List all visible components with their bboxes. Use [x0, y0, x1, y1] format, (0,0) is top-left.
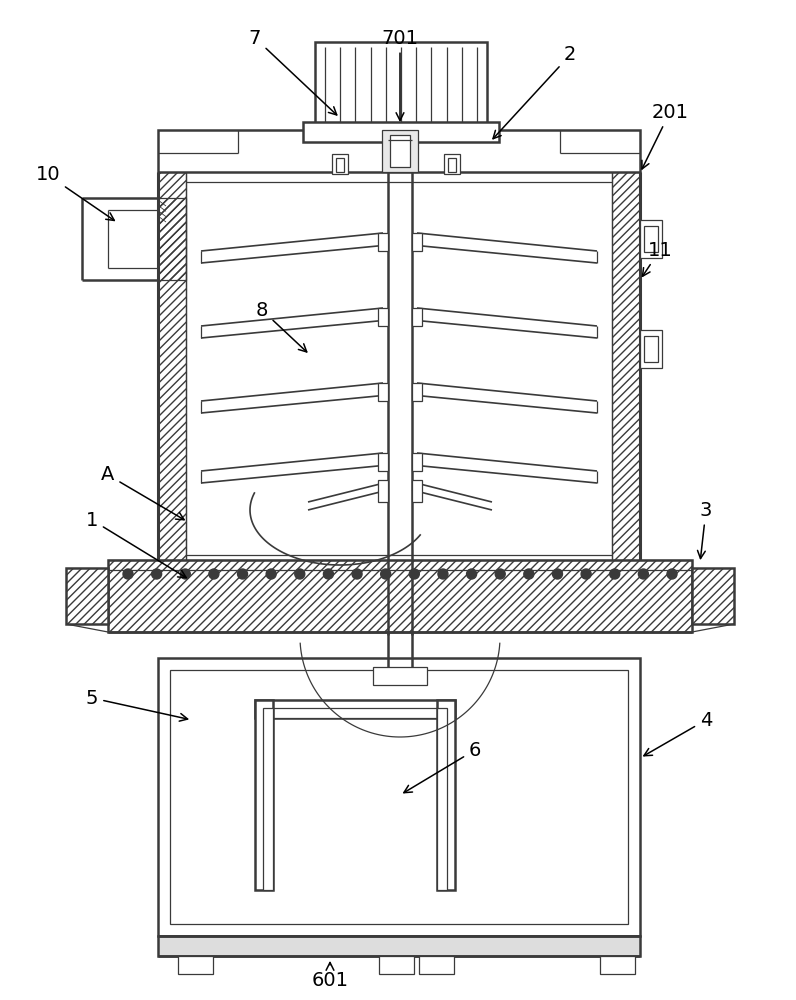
- Text: 7: 7: [249, 28, 337, 115]
- Text: 2: 2: [493, 45, 576, 139]
- Text: 4: 4: [644, 710, 712, 756]
- Bar: [332, 154, 348, 174]
- Bar: [158, 936, 640, 956]
- Text: 10: 10: [36, 165, 115, 220]
- Bar: [612, 172, 640, 565]
- Circle shape: [638, 569, 649, 579]
- Circle shape: [151, 569, 162, 579]
- Circle shape: [295, 569, 305, 579]
- Bar: [158, 198, 186, 280]
- Circle shape: [667, 569, 677, 579]
- Bar: [419, 956, 454, 974]
- Text: 3: 3: [697, 500, 712, 559]
- Bar: [378, 480, 388, 502]
- Circle shape: [610, 569, 620, 579]
- Circle shape: [438, 569, 448, 579]
- Circle shape: [237, 569, 248, 579]
- Bar: [263, 708, 273, 890]
- Circle shape: [352, 569, 362, 579]
- Circle shape: [380, 569, 391, 579]
- Text: A: A: [101, 466, 184, 520]
- Circle shape: [524, 569, 534, 579]
- Bar: [66, 568, 108, 624]
- Bar: [255, 700, 273, 890]
- Circle shape: [495, 569, 505, 579]
- Bar: [378, 233, 388, 251]
- Bar: [692, 568, 734, 624]
- Circle shape: [266, 569, 276, 579]
- Text: 8: 8: [256, 300, 306, 352]
- Bar: [412, 453, 422, 471]
- Text: 1: 1: [86, 510, 186, 578]
- Bar: [437, 708, 447, 890]
- Bar: [170, 670, 628, 924]
- Text: 11: 11: [642, 240, 673, 276]
- Bar: [382, 130, 418, 172]
- Bar: [412, 480, 422, 502]
- Bar: [108, 560, 692, 632]
- Text: 201: 201: [642, 103, 689, 169]
- Text: 5: 5: [86, 688, 188, 721]
- Bar: [444, 154, 460, 174]
- Bar: [158, 172, 186, 565]
- Bar: [303, 122, 499, 142]
- Bar: [378, 308, 388, 326]
- Bar: [448, 158, 456, 172]
- Bar: [437, 700, 455, 890]
- Circle shape: [409, 569, 419, 579]
- Bar: [640, 330, 662, 368]
- Circle shape: [323, 569, 334, 579]
- Text: 6: 6: [404, 740, 482, 793]
- Bar: [412, 308, 422, 326]
- Bar: [412, 383, 422, 401]
- Bar: [378, 453, 388, 471]
- Bar: [336, 158, 344, 172]
- Bar: [412, 233, 422, 251]
- Circle shape: [581, 569, 591, 579]
- Bar: [255, 700, 455, 718]
- Circle shape: [552, 569, 563, 579]
- Bar: [378, 383, 388, 401]
- Bar: [379, 956, 414, 974]
- Circle shape: [466, 569, 477, 579]
- Bar: [600, 956, 635, 974]
- Bar: [158, 130, 640, 172]
- Circle shape: [209, 569, 219, 579]
- Bar: [178, 956, 213, 974]
- Bar: [263, 708, 447, 718]
- Bar: [390, 135, 410, 167]
- Circle shape: [123, 569, 133, 579]
- Bar: [315, 42, 487, 127]
- Bar: [373, 667, 427, 685]
- Text: 601: 601: [311, 962, 349, 990]
- Circle shape: [180, 569, 190, 579]
- Bar: [644, 336, 658, 362]
- Bar: [644, 226, 658, 252]
- Text: 701: 701: [381, 28, 419, 121]
- Bar: [158, 658, 640, 936]
- Bar: [640, 220, 662, 258]
